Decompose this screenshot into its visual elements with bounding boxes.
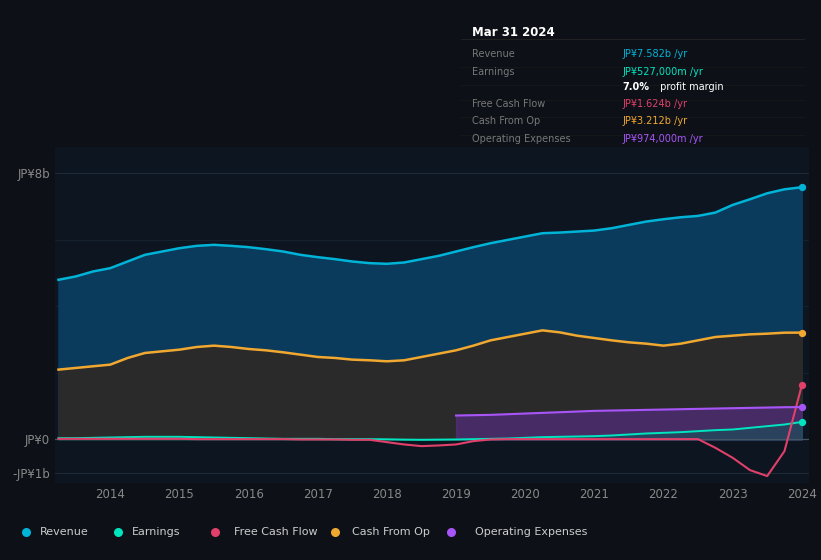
Text: Operating Expenses: Operating Expenses: [475, 527, 587, 537]
Point: [328, 528, 342, 536]
Point: [796, 403, 809, 412]
Text: Earnings: Earnings: [132, 527, 181, 537]
Text: Cash From Op: Cash From Op: [352, 527, 430, 537]
Point: [796, 381, 809, 390]
Text: Revenue: Revenue: [472, 49, 515, 59]
Point: [796, 328, 809, 337]
Text: JP¥974,000m /yr: JP¥974,000m /yr: [622, 134, 704, 144]
Text: profit margin: profit margin: [657, 82, 723, 92]
Text: Cash From Op: Cash From Op: [472, 116, 540, 127]
Point: [444, 528, 457, 536]
Text: Mar 31 2024: Mar 31 2024: [472, 26, 554, 39]
Text: Free Cash Flow: Free Cash Flow: [472, 99, 545, 109]
Text: Earnings: Earnings: [472, 67, 514, 77]
Point: [796, 183, 809, 192]
Text: Revenue: Revenue: [40, 527, 89, 537]
Text: JP¥527,000m /yr: JP¥527,000m /yr: [622, 67, 704, 77]
Text: Operating Expenses: Operating Expenses: [472, 134, 571, 144]
Point: [209, 528, 222, 536]
Text: JP¥3.212b /yr: JP¥3.212b /yr: [622, 116, 688, 127]
Point: [20, 528, 33, 536]
Text: JP¥1.624b /yr: JP¥1.624b /yr: [622, 99, 688, 109]
Point: [112, 528, 125, 536]
Text: 7.0%: 7.0%: [622, 82, 649, 92]
Text: Free Cash Flow: Free Cash Flow: [234, 527, 318, 537]
Point: [796, 417, 809, 426]
Text: JP¥7.582b /yr: JP¥7.582b /yr: [622, 49, 688, 59]
